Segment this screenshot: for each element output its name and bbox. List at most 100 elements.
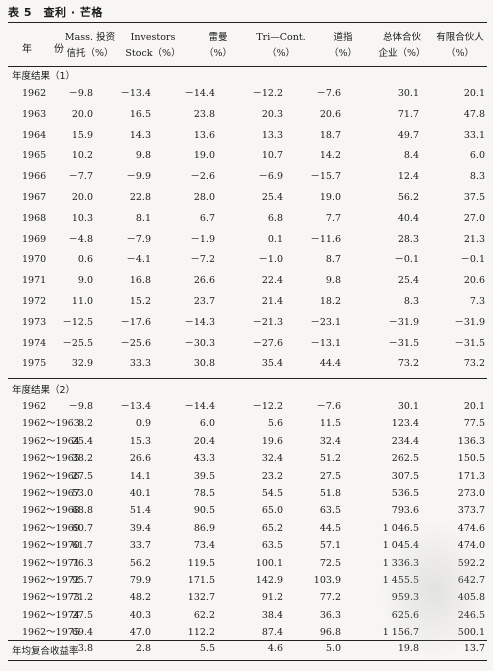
row-year: 1969 xyxy=(22,233,47,245)
row-value: 10.3 xyxy=(71,212,93,224)
row-value: 14.2 xyxy=(319,150,341,162)
row-value: 136.3 xyxy=(457,435,485,447)
row-value: －9.8 xyxy=(68,401,93,412)
row-value: 262.5 xyxy=(391,453,419,465)
row-value: 15.2 xyxy=(129,296,151,307)
row-value: －31.9 xyxy=(454,316,485,328)
row-value: 43.3 xyxy=(193,453,215,465)
row-value: 71.7 xyxy=(397,108,419,120)
row-value: 54.5 xyxy=(261,488,283,499)
row-value: －14.4 xyxy=(184,401,215,412)
row-value: 91.2 xyxy=(261,592,283,604)
row-value: 56.2 xyxy=(397,192,419,203)
row-value: 5.6 xyxy=(267,418,283,430)
cagr-value: 13.7 xyxy=(463,643,485,654)
table-row: 1962～1968 68.8 51.4 90.5 65.0 63.5 793.6 373.7 xyxy=(0,502,493,519)
row-value: 16.5 xyxy=(129,108,151,120)
row-year: 1966 xyxy=(22,171,47,183)
row-value: 37.5 xyxy=(463,192,485,203)
row-value: 6.8 xyxy=(267,212,283,224)
row-value: 19.6 xyxy=(261,435,283,447)
header-rule xyxy=(8,66,487,67)
row-value: －13.4 xyxy=(120,88,151,99)
row-year: 1971 xyxy=(22,275,47,287)
row-value: 87.4 xyxy=(261,627,283,639)
row-value: 13.3 xyxy=(261,129,283,141)
row-value: －1.0 xyxy=(258,254,283,266)
row-value: 9.8 xyxy=(325,275,341,287)
row-value: －9.8 xyxy=(68,88,93,99)
row-value: 8.3 xyxy=(469,171,485,183)
table-row: 1962～1975 69.4 47.0 112.2 87.4 96.8 1 156.7 500… xyxy=(0,624,493,641)
row-value: 19.0 xyxy=(319,192,341,203)
table-row: 1968 10.3 8.1 6.7 6.8 7.7 40.4 27.0 xyxy=(0,210,493,227)
row-value: －4.1 xyxy=(126,254,151,266)
row-value: 44.5 xyxy=(319,522,341,534)
header-tri-cont: Tri—Cont. （%） xyxy=(256,32,306,59)
row-value: 171.3 xyxy=(457,470,485,482)
table-row: 1975 32.9 33.3 30.8 35.4 44.4 73.2 73.2 xyxy=(0,355,493,372)
row-value: －6.9 xyxy=(258,171,283,183)
table-row: 1962 －9.8 －13.4 －14.4 －12.2 －7.6 30.1 20.1 xyxy=(0,85,493,102)
row-value: 61.7 xyxy=(71,540,93,552)
row-value: 142.9 xyxy=(255,575,283,586)
row-value: 8.1 xyxy=(135,212,151,224)
table-row: 1966 －7.7 －9.9 －2.6 －6.9 －15.7 12.4 8.3 xyxy=(0,168,493,185)
row-value: 28.0 xyxy=(193,192,215,203)
row-value: 119.5 xyxy=(187,557,215,569)
row-value: －7.7 xyxy=(68,171,93,183)
row-value: 63.5 xyxy=(261,540,283,552)
header-dow: 道指 （%） xyxy=(328,32,358,59)
row-year: 1962～1974 xyxy=(22,609,80,621)
row-year: 1970 xyxy=(22,254,47,266)
row-value: 11.0 xyxy=(71,296,93,307)
row-year: 1964 xyxy=(22,129,47,141)
cagr-label: 年均复合收益率 xyxy=(12,646,79,657)
table-row: 1962～1963 8.2 0.9 6.0 5.6 11.5 123.4 77.5 xyxy=(0,415,493,432)
row-year: 1962～1966 xyxy=(22,470,80,482)
row-value: 15.9 xyxy=(71,129,93,141)
row-value: －14.4 xyxy=(184,88,215,99)
row-value: 20.6 xyxy=(319,108,341,120)
footer-rule xyxy=(8,640,487,641)
row-value: 1 045.4 xyxy=(382,540,419,552)
row-value: 27.5 xyxy=(319,470,341,482)
row-value: 6.0 xyxy=(199,418,215,430)
row-value: 51.2 xyxy=(319,453,341,465)
row-value: 49.7 xyxy=(397,129,419,141)
row-value: 47.8 xyxy=(463,108,485,120)
row-value: 8.3 xyxy=(403,296,419,307)
row-value: －25.6 xyxy=(120,337,151,349)
row-value: 14.1 xyxy=(129,470,151,482)
row-value: 13.6 xyxy=(193,129,215,141)
table-row: 1962～1966 27.5 14.1 39.5 23.2 27.5 307.5 171.3 xyxy=(0,468,493,485)
row-value: －31.5 xyxy=(454,337,485,349)
table-row: 1970 0.6 －4.1 －7.2 －1.0 8.7 －0.1 －0.1 xyxy=(0,251,493,268)
row-value: 474.6 xyxy=(457,522,485,534)
row-value: 12.4 xyxy=(397,171,419,183)
row-year: 1963 xyxy=(22,108,47,120)
year-column-header: 年 份 xyxy=(22,44,70,55)
row-value: 69.4 xyxy=(71,627,93,639)
row-value: －14.3 xyxy=(184,316,215,328)
row-value: 33.7 xyxy=(129,540,151,552)
table-row: 1962～1965 38.2 26.6 43.3 32.4 51.2 262.5 150.5 xyxy=(0,450,493,467)
row-value: 246.5 xyxy=(457,609,485,621)
table-row: 1962～1969 60.7 39.4 86.9 65.2 44.5 1 046.5 474.… xyxy=(0,520,493,537)
row-value: 27.0 xyxy=(463,212,485,224)
row-value: 68.8 xyxy=(71,505,93,517)
row-year: 1962 xyxy=(22,88,47,99)
row-value: 405.8 xyxy=(457,592,485,604)
section-divider-rule xyxy=(8,378,487,379)
section-2-label: 年度结果（2） xyxy=(12,385,76,396)
table-row: 1974 －25.5 －25.6 －30.3 －27.6 －13.1 －31.5 －31.5 xyxy=(0,335,493,352)
table-row: 1962～1973 71.2 48.2 132.7 91.2 77.2 959.3 405.8 xyxy=(0,589,493,606)
row-year: 1962～1967 xyxy=(22,488,80,499)
row-value: －13.4 xyxy=(120,401,151,412)
cagr-value: 4.6 xyxy=(267,643,283,654)
row-value: 40.1 xyxy=(129,488,151,499)
row-value: 592.2 xyxy=(457,557,485,569)
row-year: 1968 xyxy=(22,212,47,224)
row-value: 51.8 xyxy=(319,488,341,499)
row-value: 77.2 xyxy=(319,592,341,604)
